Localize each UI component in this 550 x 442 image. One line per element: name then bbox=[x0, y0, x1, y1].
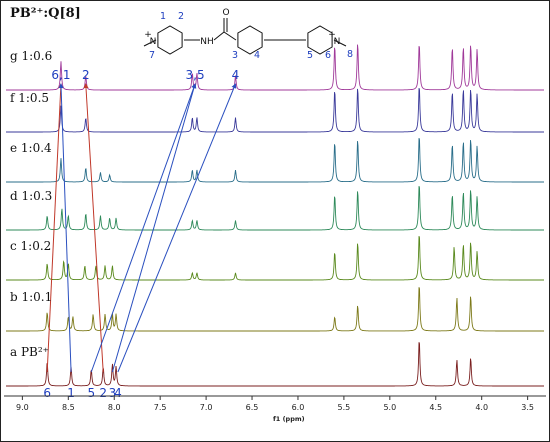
x-tick-label: 3.5 bbox=[521, 403, 534, 412]
x-tick-label: 8.0 bbox=[108, 403, 121, 412]
peak-label-bottom: 4 bbox=[114, 386, 122, 400]
x-tick-label: 6.5 bbox=[246, 403, 259, 412]
peak-connectors bbox=[46, 83, 237, 373]
trace-labels: a PB²⁺ b 1:0.1 c 1:0.2 d 1:0.3 e 1:0.4 f 1:0.… bbox=[10, 49, 52, 359]
right-pyridinium-ring bbox=[307, 25, 333, 55]
trace-1 bbox=[6, 287, 544, 332]
atom-number: 1 bbox=[160, 11, 166, 22]
peak-connector bbox=[83, 83, 104, 373]
trace-0 bbox=[6, 342, 544, 387]
trace-label: a PB²⁺ bbox=[10, 345, 49, 359]
bond bbox=[333, 39, 347, 47]
atom-number: 5 bbox=[307, 50, 313, 61]
x-tick-label: 9.0 bbox=[16, 403, 29, 412]
atom-n-left: N bbox=[150, 37, 157, 47]
peak-labels: 6 1 5 2 346,1 2 3,5 4 bbox=[43, 68, 239, 400]
x-tick-label: 6.0 bbox=[292, 403, 305, 412]
atom-number: 3 bbox=[232, 50, 238, 61]
trace-label: f 1:0.5 bbox=[10, 91, 49, 105]
atom-o: O bbox=[222, 8, 229, 18]
peak-label-top: 4 bbox=[232, 68, 240, 82]
peak-label-bottom: 1 bbox=[67, 386, 75, 400]
spectra-traces bbox=[6, 44, 544, 387]
bond bbox=[213, 31, 225, 41]
peak-label-top: 2 bbox=[82, 68, 90, 82]
trace-label: d 1:0.3 bbox=[10, 189, 52, 203]
trace-label: g 1:0.6 bbox=[10, 49, 52, 63]
peak-connector bbox=[90, 83, 197, 373]
trace-label: e 1:0.4 bbox=[10, 141, 52, 155]
peak-connector bbox=[117, 83, 237, 373]
bond bbox=[143, 39, 157, 47]
x-tick-label: 7.5 bbox=[154, 403, 167, 412]
x-tick-label: 4.0 bbox=[475, 403, 488, 412]
left-pyridinium-ring bbox=[157, 25, 183, 55]
figure-title: PB²⁺:Q[8] bbox=[10, 6, 81, 21]
phenyl-ring bbox=[237, 25, 263, 55]
atom-nh: NH bbox=[200, 37, 214, 47]
peak-label-top: 3,5 bbox=[186, 68, 205, 82]
x-tick-label: 4.5 bbox=[429, 403, 442, 412]
x-axis-title: f1 (ppm) bbox=[273, 415, 305, 423]
x-tick-label: 8.5 bbox=[62, 403, 75, 412]
x-axis: 9.0 8.5 8.0 7.5 7.0 6.5 6.0 5.5 5.0 4.5 4.0 3.5 f1 (… bbox=[4, 395, 546, 423]
x-tick-label: 7.0 bbox=[200, 403, 213, 412]
atom-charge: + bbox=[144, 30, 152, 40]
peak-connector bbox=[111, 83, 197, 373]
trace-3 bbox=[6, 185, 544, 231]
atom-number: 7 bbox=[149, 50, 155, 61]
x-tick-label: 5.5 bbox=[338, 403, 351, 412]
peak-label-top: 6,1 bbox=[51, 68, 70, 82]
trace-label: b 1:0.1 bbox=[10, 290, 52, 304]
peak-connector bbox=[46, 83, 64, 373]
atom-number: 2 bbox=[178, 11, 184, 22]
peak-label-bottom: 2 bbox=[99, 386, 107, 400]
trace-6 bbox=[6, 44, 544, 91]
peak-label-bottom: 3 bbox=[109, 386, 117, 400]
trace-4 bbox=[6, 137, 544, 183]
atom-charge: + bbox=[328, 30, 336, 40]
atom-n-right: N bbox=[334, 37, 341, 47]
peak-connector bbox=[58, 83, 72, 373]
atom-number: 6 bbox=[325, 50, 331, 61]
trace-2 bbox=[6, 235, 544, 281]
atom-number: 4 bbox=[254, 50, 260, 61]
peak-label-bottom: 6 bbox=[43, 386, 51, 400]
x-tick-label: 5.0 bbox=[383, 403, 396, 412]
trace-5 bbox=[6, 87, 544, 133]
trace-label: c 1:0.2 bbox=[10, 239, 51, 253]
bond bbox=[223, 31, 237, 41]
atom-number: 8 bbox=[347, 49, 353, 60]
peak-label-bottom: 5 bbox=[87, 386, 95, 400]
